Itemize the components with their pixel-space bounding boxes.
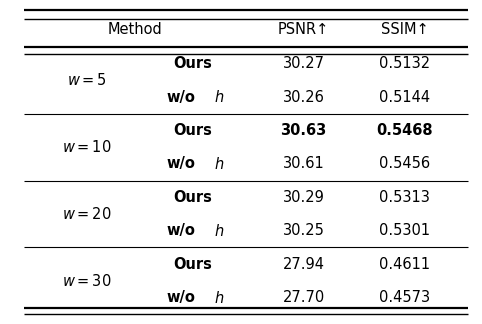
Text: 0.4573: 0.4573 bbox=[379, 290, 430, 305]
Text: 0.4611: 0.4611 bbox=[379, 257, 430, 272]
Text: w/o: w/o bbox=[166, 90, 195, 105]
Text: w/o: w/o bbox=[166, 156, 195, 171]
Text: w/o: w/o bbox=[166, 290, 195, 305]
Text: w/o: w/o bbox=[166, 223, 195, 238]
Text: 0.5301: 0.5301 bbox=[379, 223, 430, 238]
Text: 27.70: 27.70 bbox=[282, 290, 325, 305]
Text: Ours: Ours bbox=[174, 123, 212, 138]
Text: 0.5456: 0.5456 bbox=[379, 156, 430, 171]
Text: 30.26: 30.26 bbox=[283, 90, 324, 105]
Text: Ours: Ours bbox=[174, 56, 212, 71]
Text: 30.61: 30.61 bbox=[283, 156, 324, 171]
Text: 0.5132: 0.5132 bbox=[379, 56, 430, 71]
Text: 30.25: 30.25 bbox=[283, 223, 324, 238]
Text: Method: Method bbox=[107, 22, 162, 37]
Text: SSIM↑: SSIM↑ bbox=[381, 22, 429, 37]
Text: 30.29: 30.29 bbox=[283, 190, 324, 205]
Text: 0.5144: 0.5144 bbox=[379, 90, 430, 105]
Text: 30.63: 30.63 bbox=[281, 123, 327, 138]
Text: $w=5$: $w=5$ bbox=[67, 72, 107, 88]
Text: $w=10$: $w=10$ bbox=[62, 139, 111, 155]
Text: PSNR↑: PSNR↑ bbox=[278, 22, 329, 37]
Text: $h$: $h$ bbox=[214, 156, 225, 172]
Text: $h$: $h$ bbox=[214, 223, 225, 239]
Text: 0.5313: 0.5313 bbox=[379, 190, 430, 205]
Text: Ours: Ours bbox=[174, 190, 212, 205]
Text: $w=30$: $w=30$ bbox=[62, 273, 111, 289]
Text: $h$: $h$ bbox=[214, 290, 225, 306]
Text: 27.94: 27.94 bbox=[282, 257, 325, 272]
Text: Ours: Ours bbox=[174, 257, 212, 272]
Text: $h$: $h$ bbox=[214, 89, 225, 105]
Text: 30.27: 30.27 bbox=[282, 56, 325, 71]
Text: 0.5468: 0.5468 bbox=[376, 123, 433, 138]
Text: $w=20$: $w=20$ bbox=[62, 206, 111, 222]
